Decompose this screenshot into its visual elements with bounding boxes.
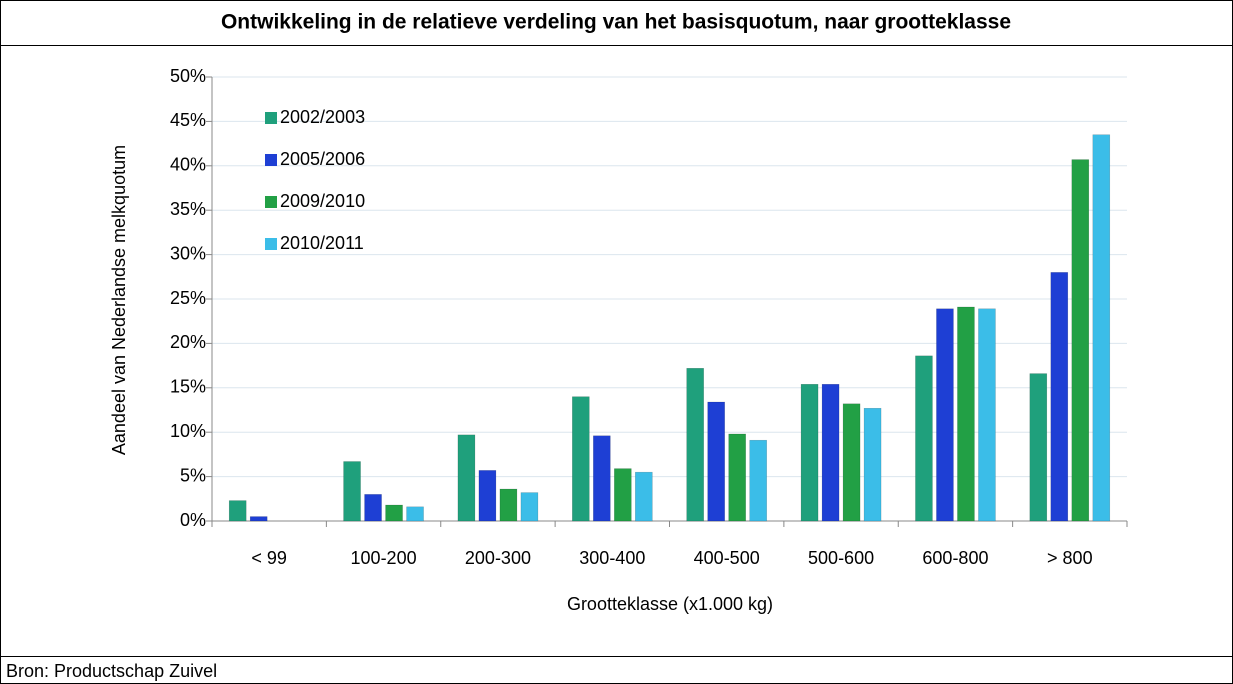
bar [385,504,403,522]
bar [520,492,539,522]
bar [1071,159,1090,522]
x-tick-label: 200-300 [465,548,531,568]
bar [228,500,247,522]
x-tick-label: 400-500 [694,548,760,568]
y-tick-label: 45% [170,110,206,130]
bar [686,368,704,522]
bar [343,461,361,522]
bar [915,355,933,522]
bar [499,488,518,522]
x-tick-label: 500-600 [808,548,874,568]
y-tick-label: 5% [180,465,206,485]
bar [749,439,767,522]
bar [364,494,382,522]
x-tick-label: 600-800 [922,548,988,568]
bar [978,308,996,522]
bar [614,468,632,522]
y-tick-label: 15% [170,377,206,397]
legend-label: 2010/2011 [280,233,364,253]
legend-swatch [265,238,277,250]
y-tick-label: 40% [170,155,206,175]
chart-title: Ontwikkeling in de relatieve verdeling v… [221,11,1011,34]
bar [821,383,840,522]
bar [1029,373,1048,522]
x-tick-label: 300-400 [579,548,645,568]
bar [406,506,424,522]
bar [1092,134,1111,522]
x-axis-label: Grootteklasse (x1.000 kg) [567,594,773,614]
source: Bron: Productschap Zuivel [6,661,217,681]
bar [936,308,954,522]
legend-swatch [265,196,277,208]
legend-swatch [265,154,277,166]
legend-label: 2005/2006 [280,149,365,169]
bar [707,401,725,522]
y-axis-label: Aandeel van Nederlandse melkquotum [109,145,129,455]
legend-swatch [265,112,277,124]
bar [635,471,653,522]
x-tick-label: 100-200 [351,548,417,568]
bar [1050,272,1069,522]
y-tick-label: 10% [170,421,206,441]
bar [478,470,497,522]
y-tick-label: 25% [170,288,206,308]
legend-label: 2009/2010 [280,191,365,211]
bar [957,306,975,522]
bar [572,396,590,522]
bar [863,407,882,522]
x-tick-label: > 800 [1047,548,1093,568]
y-tick-label: 30% [170,243,206,263]
y-tick-label: 0% [180,510,206,530]
y-tick-label: 35% [170,199,206,219]
y-tick-label: 20% [170,332,206,352]
x-tick-label: < 99 [251,548,287,568]
bar [728,433,746,522]
bar [457,434,476,522]
bar [800,383,819,522]
bar [593,435,611,522]
bar [249,516,268,522]
legend-label: 2002/2003 [280,107,365,127]
bar [842,403,861,522]
y-tick-label: 50% [170,66,206,86]
